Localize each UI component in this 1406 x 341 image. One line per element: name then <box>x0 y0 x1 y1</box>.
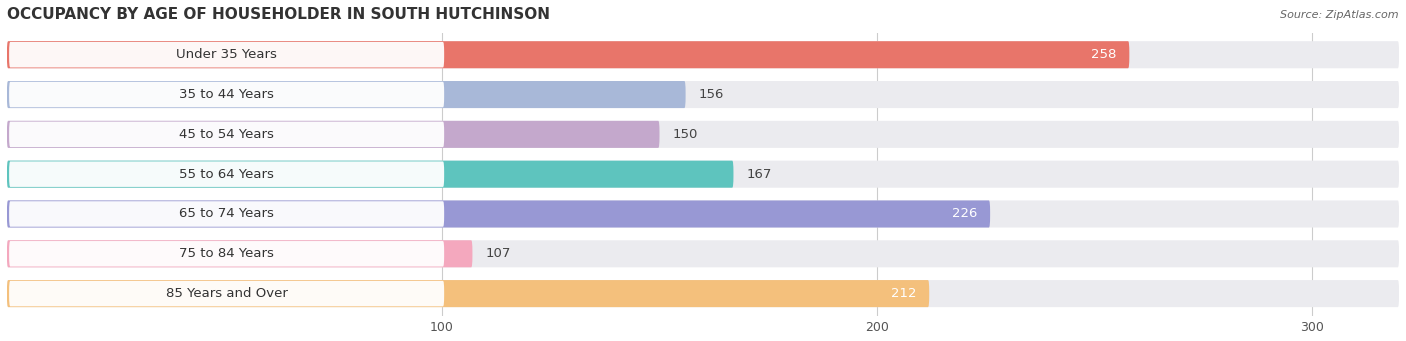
FancyBboxPatch shape <box>7 201 1399 227</box>
FancyBboxPatch shape <box>7 240 1399 267</box>
Text: 156: 156 <box>699 88 724 101</box>
FancyBboxPatch shape <box>7 81 1399 108</box>
FancyBboxPatch shape <box>7 81 686 108</box>
FancyBboxPatch shape <box>8 82 444 107</box>
FancyBboxPatch shape <box>7 280 1399 307</box>
Text: 107: 107 <box>485 247 510 260</box>
Text: Source: ZipAtlas.com: Source: ZipAtlas.com <box>1281 10 1399 20</box>
Text: 212: 212 <box>890 287 917 300</box>
Text: 35 to 44 Years: 35 to 44 Years <box>179 88 274 101</box>
Text: 150: 150 <box>672 128 697 141</box>
Text: 85 Years and Over: 85 Years and Over <box>166 287 288 300</box>
Text: 45 to 54 Years: 45 to 54 Years <box>179 128 274 141</box>
FancyBboxPatch shape <box>7 121 1399 148</box>
Text: 258: 258 <box>1091 48 1116 61</box>
Text: 167: 167 <box>747 168 772 181</box>
FancyBboxPatch shape <box>7 240 472 267</box>
Text: OCCUPANCY BY AGE OF HOUSEHOLDER IN SOUTH HUTCHINSON: OCCUPANCY BY AGE OF HOUSEHOLDER IN SOUTH… <box>7 7 550 22</box>
Text: 65 to 74 Years: 65 to 74 Years <box>179 207 274 221</box>
FancyBboxPatch shape <box>7 41 1399 68</box>
Text: 55 to 64 Years: 55 to 64 Years <box>179 168 274 181</box>
FancyBboxPatch shape <box>8 201 444 227</box>
FancyBboxPatch shape <box>7 201 990 227</box>
FancyBboxPatch shape <box>8 42 444 68</box>
Text: 226: 226 <box>952 207 977 221</box>
FancyBboxPatch shape <box>8 161 444 187</box>
FancyBboxPatch shape <box>8 281 444 306</box>
Text: 75 to 84 Years: 75 to 84 Years <box>179 247 274 260</box>
Text: Under 35 Years: Under 35 Years <box>176 48 277 61</box>
FancyBboxPatch shape <box>7 280 929 307</box>
FancyBboxPatch shape <box>8 241 444 267</box>
FancyBboxPatch shape <box>7 161 1399 188</box>
FancyBboxPatch shape <box>7 161 734 188</box>
FancyBboxPatch shape <box>7 121 659 148</box>
FancyBboxPatch shape <box>8 122 444 147</box>
FancyBboxPatch shape <box>7 41 1129 68</box>
